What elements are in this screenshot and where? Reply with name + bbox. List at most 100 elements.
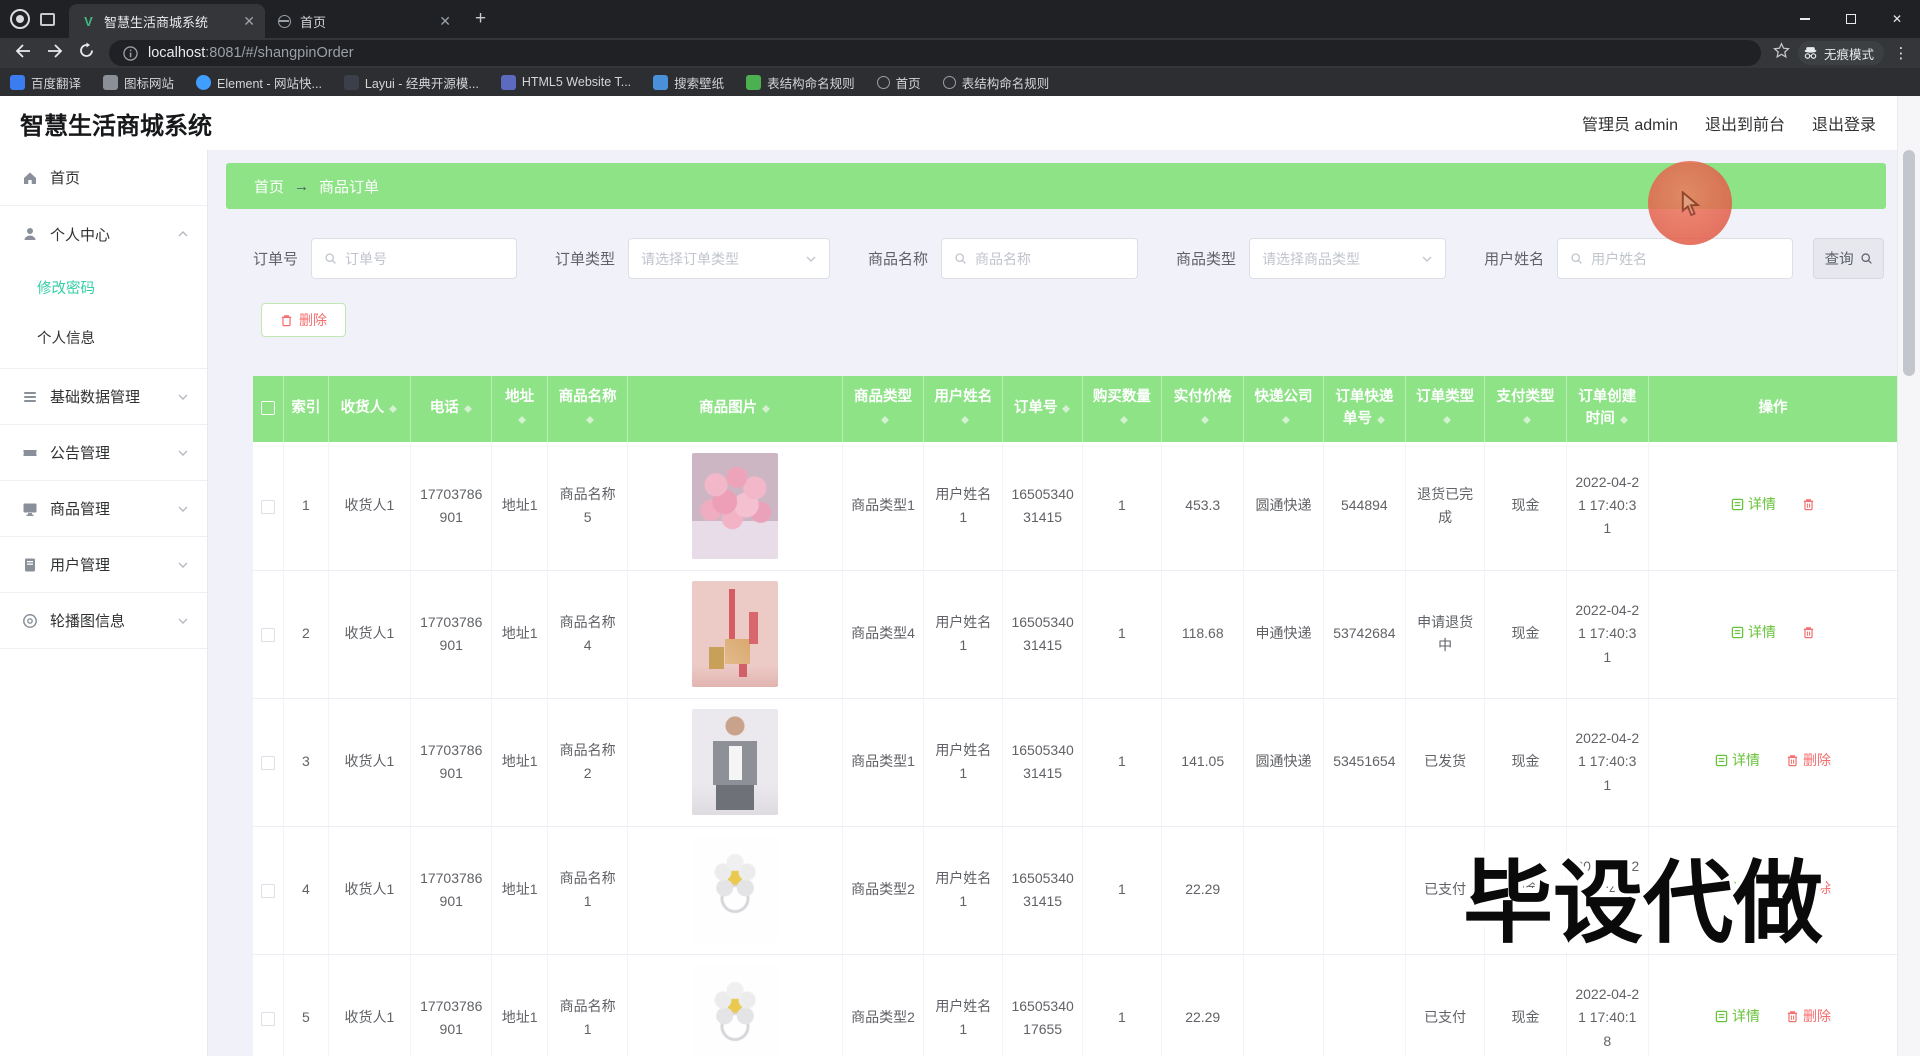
search-button[interactable]: 查询 [1813,238,1885,279]
sort-caret[interactable] [1522,412,1532,425]
cell-check [253,442,284,571]
column-header-phone[interactable]: 电话 [410,376,493,442]
bookmark-star-icon[interactable] [1773,42,1790,64]
sort-caret[interactable] [463,401,473,414]
detail-link[interactable]: 详情 [1715,1005,1760,1028]
sidebar-item-personal-center[interactable]: 个人中心 [0,206,207,262]
bookmark-item[interactable]: Element - 网站快... [196,73,322,92]
sidebar-item-personal-info[interactable]: 个人信息 [37,330,95,347]
sidebar-item-goods[interactable]: 商品管理 [0,481,207,537]
tab-active[interactable]: V 智慧生活商城系统 ✕ [69,4,265,38]
detail-doc-icon [1715,1011,1728,1023]
sort-caret[interactable] [1061,401,1071,414]
bookmark-item[interactable]: 表结构命名规则 [746,73,855,92]
detail-link[interactable]: 详情 [1715,749,1760,772]
sort-caret[interactable] [585,412,595,425]
logout-link[interactable]: 退出登录 [1811,117,1876,134]
close-button[interactable]: ✕ [1891,12,1903,26]
select-all-checkbox[interactable] [261,401,275,416]
column-header-price[interactable]: 实付价格 [1161,376,1245,442]
back-button[interactable] [14,43,32,64]
column-header-created[interactable]: 订单创建时间 [1566,376,1649,442]
sidebar-item-notice[interactable]: 公告管理 [0,425,207,481]
delete-link[interactable]: 删除 [1786,749,1831,772]
sort-caret[interactable] [761,401,771,414]
tab-title: 首页 [300,14,327,30]
order-no-input[interactable]: 订单号 [311,238,518,279]
bookmark-item[interactable]: 首页 [876,73,921,92]
sort-caret[interactable] [880,412,890,425]
scrollbar-thumb[interactable] [1903,150,1915,376]
column-header-user_name[interactable]: 用户姓名 [923,376,1004,442]
detail-link[interactable]: 详情 [1731,493,1776,516]
column-header-order_no[interactable]: 订单号 [1002,376,1083,442]
bookmark-item[interactable]: 搜索壁纸 [653,73,724,92]
cursor-arrow-icon [1681,191,1701,217]
tab-close-icon[interactable]: ✕ [243,12,255,29]
column-header-order_type[interactable]: 订单类型 [1405,376,1486,442]
sort-caret[interactable] [1442,412,1452,425]
delete-link[interactable] [1802,626,1815,639]
new-tab-button[interactable]: + [475,8,487,29]
bookmark-item[interactable]: HTML5 Website T... [500,74,631,90]
sort-caret[interactable] [1376,412,1386,425]
breadcrumb-home[interactable]: 首页 [254,178,285,196]
tab-inactive[interactable]: 首页 ✕ [265,4,461,38]
sort-caret[interactable] [960,412,970,425]
column-header-courier[interactable]: 快递公司 [1243,376,1324,442]
sidebar-item-change-password[interactable]: 修改密码 [37,280,95,297]
product-name-input[interactable]: 商品名称 [941,238,1139,279]
reload-button[interactable] [78,42,95,64]
sort-caret[interactable] [1281,412,1291,425]
bookmark-item[interactable]: Layui - 经典开源模... [343,73,479,92]
bookmark-item[interactable]: 百度翻译 [10,73,81,92]
delete-button[interactable]: 删除 [261,303,346,337]
row-checkbox[interactable] [261,883,275,898]
minimize-button[interactable] [1782,0,1828,38]
sort-caret[interactable] [1119,412,1129,425]
sort-caret[interactable] [1619,412,1629,425]
column-header-product_image[interactable]: 商品图片 [627,376,843,442]
exit-to-front-link[interactable]: 退出到前台 [1704,117,1785,134]
delete-link[interactable]: 删除 [1786,877,1831,900]
column-header-product_type[interactable]: 商品类型 [842,376,925,442]
sidebar-item-home[interactable]: 首页 [0,150,207,206]
delete-link[interactable]: 删除 [1786,1005,1831,1028]
column-header-product_name[interactable]: 商品名称 [547,376,629,442]
sidebar-item-users[interactable]: 用户管理 [0,537,207,593]
vertical-scrollbar[interactable] [1897,96,1920,1056]
cell-order_type: 申请退货中 [1405,570,1486,699]
detail-link[interactable]: 详情 [1715,877,1760,900]
sort-caret[interactable] [388,401,398,414]
detail-link[interactable]: 详情 [1731,621,1776,644]
tab-close-icon[interactable]: ✕ [439,12,451,29]
forward-button[interactable] [46,43,64,64]
sort-caret[interactable] [1200,412,1210,425]
column-header-address[interactable]: 地址 [491,376,548,442]
row-checkbox[interactable] [261,755,275,770]
column-header-tracking_no[interactable]: 订单快递单号 [1323,376,1406,442]
sidebar-item-basic-data[interactable]: 基础数据管理 [0,369,207,425]
order-type-select[interactable]: 请选择订单类型 [628,238,831,279]
column-header-check [253,376,284,442]
row-checkbox[interactable] [261,1011,275,1026]
url-bar[interactable]: localhost:8081/#/shangpinOrder [109,40,1761,66]
sort-caret[interactable] [517,412,527,425]
menu-dots-icon[interactable]: ⋮ [1893,45,1909,62]
column-header-pay_type[interactable]: 支付类型 [1484,376,1567,442]
column-header-quantity[interactable]: 购买数量 [1082,376,1163,442]
user-name-input[interactable]: 用户姓名 [1557,238,1794,279]
sidebar-item-carousel[interactable]: 轮播图信息 [0,593,207,649]
element-icon [196,74,212,90]
product-type-select[interactable]: 请选择商品类型 [1249,238,1447,279]
info-icon[interactable] [123,45,138,61]
column-header-consignee[interactable]: 收货人 [328,376,412,442]
row-checkbox[interactable] [261,627,275,642]
bookmark-item[interactable]: 表结构命名规则 [942,73,1049,92]
maximize-button[interactable] [1828,0,1874,38]
row-checkbox[interactable] [261,499,275,514]
bookmark-item[interactable]: 图标网站 [103,73,174,92]
table-row: 5 收货人1 17703786901 地址1 商品名称1 商品类型2 用户姓名1 165053… [253,954,1897,1056]
cell-pay_type: 现金 [1484,698,1567,827]
delete-link[interactable] [1802,498,1815,511]
